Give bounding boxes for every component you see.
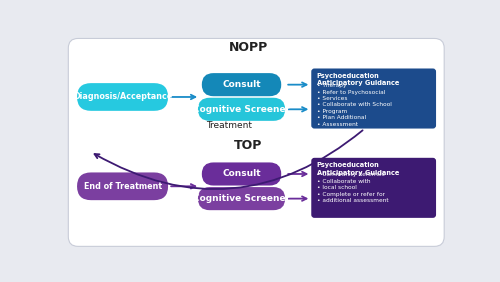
Text: Psychoeducation
Anticipatory Guidance: Psychoeducation Anticipatory Guidance [316, 162, 399, 176]
Text: • Therapy
• Refer to Psychosocial
• Services
• Collaborate with School
• Program: • Therapy • Refer to Psychosocial • Serv… [316, 83, 392, 127]
FancyBboxPatch shape [312, 158, 436, 218]
FancyBboxPatch shape [77, 83, 168, 111]
Text: End of Treatment: End of Treatment [84, 182, 162, 191]
FancyBboxPatch shape [198, 187, 285, 210]
Text: Diagnosis/Acceptance: Diagnosis/Acceptance [73, 92, 172, 102]
Text: Psychoeducation
Anticipatory Guidance: Psychoeducation Anticipatory Guidance [316, 73, 399, 86]
FancyBboxPatch shape [77, 172, 168, 200]
Text: • Community Referrals
• Collaborate with
• local school
• Complete or refer for
: • Community Referrals • Collaborate with… [316, 172, 388, 203]
Text: Consult: Consult [222, 169, 261, 179]
Text: Cognitive Screener: Cognitive Screener [193, 105, 290, 114]
FancyBboxPatch shape [312, 69, 436, 129]
FancyBboxPatch shape [202, 162, 281, 186]
FancyBboxPatch shape [202, 73, 281, 96]
Text: Consult: Consult [222, 80, 261, 89]
FancyBboxPatch shape [198, 98, 285, 121]
Text: NOPP: NOPP [229, 41, 268, 54]
Text: TOP: TOP [234, 139, 262, 152]
Text: Cognitive Screener: Cognitive Screener [193, 194, 290, 203]
Text: Treatment: Treatment [206, 121, 252, 130]
FancyBboxPatch shape [68, 38, 444, 246]
